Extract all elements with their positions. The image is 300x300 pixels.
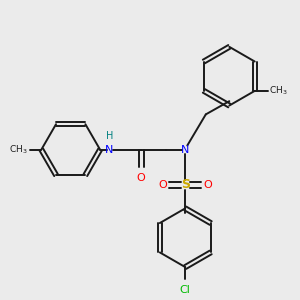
Text: CH$_3$: CH$_3$ — [269, 85, 288, 97]
Text: H: H — [106, 131, 113, 141]
Text: CH$_3$: CH$_3$ — [10, 143, 28, 156]
Text: O: O — [203, 180, 212, 190]
Text: Cl: Cl — [180, 285, 191, 295]
Text: O: O — [137, 173, 146, 183]
Text: N: N — [181, 145, 189, 154]
Text: N: N — [105, 145, 114, 154]
Text: S: S — [181, 178, 190, 191]
Text: O: O — [159, 180, 168, 190]
